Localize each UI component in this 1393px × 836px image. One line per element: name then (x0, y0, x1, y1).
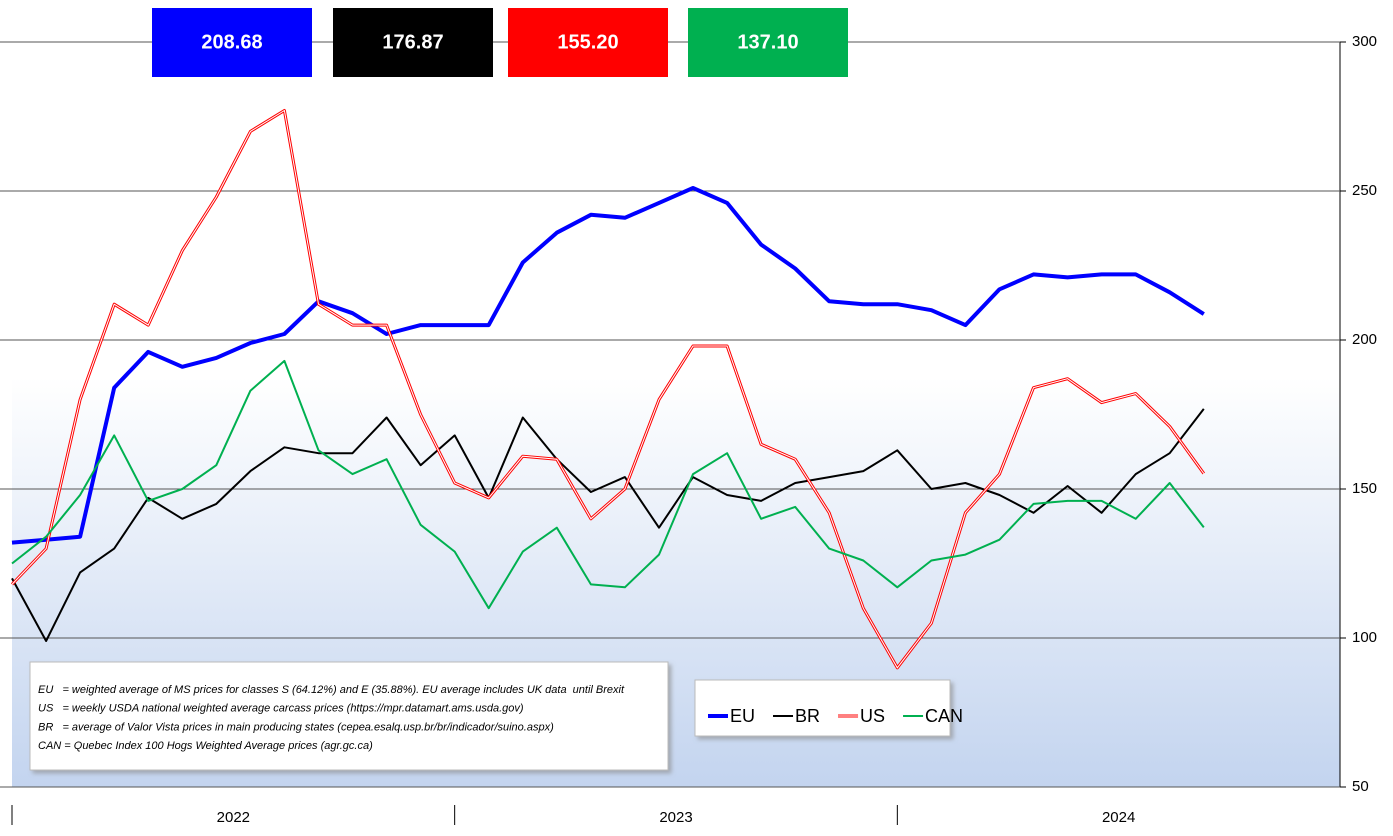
y-tick-label: 150 (1352, 480, 1377, 497)
legend-label: CAN (925, 706, 963, 726)
value-box (508, 8, 668, 77)
note-line: BR = average of Valor Vista prices in ma… (38, 721, 554, 733)
note-line: US = weekly USDA national weighted avera… (38, 703, 524, 715)
legend-label: US (860, 706, 885, 726)
legend-label: EU (730, 706, 755, 726)
value-box-label: 208.68 (201, 31, 262, 53)
note-line: EU = weighted average of MS prices for c… (38, 684, 625, 696)
value-box-label: 137.10 (737, 31, 798, 53)
series-line (11, 186, 1205, 545)
y-tick-label: 250 (1352, 182, 1377, 199)
legend-box (694, 679, 951, 737)
x-group-label: 2023 (659, 809, 692, 826)
series-line (11, 359, 1205, 610)
series-line (11, 408, 1205, 642)
value-box (333, 8, 493, 77)
y-tick-label: 50 (1352, 778, 1369, 795)
series-line-inner (11, 109, 1205, 669)
value-box (152, 8, 312, 77)
x-group-label: 2024 (1102, 809, 1135, 826)
y-tick-label: 300 (1352, 33, 1377, 50)
notes-box (29, 661, 669, 771)
value-box-label: 155.20 (557, 31, 618, 53)
value-box (688, 8, 848, 77)
x-group-label: 2022 (217, 809, 250, 826)
note-line: CAN = Quebec Index 100 Hogs Weighted Ave… (38, 740, 373, 752)
y-tick-label: 100 (1352, 629, 1377, 646)
value-box-label: 176.87 (382, 31, 443, 53)
legend-label: BR (795, 706, 820, 726)
y-tick-label: 200 (1352, 331, 1377, 348)
